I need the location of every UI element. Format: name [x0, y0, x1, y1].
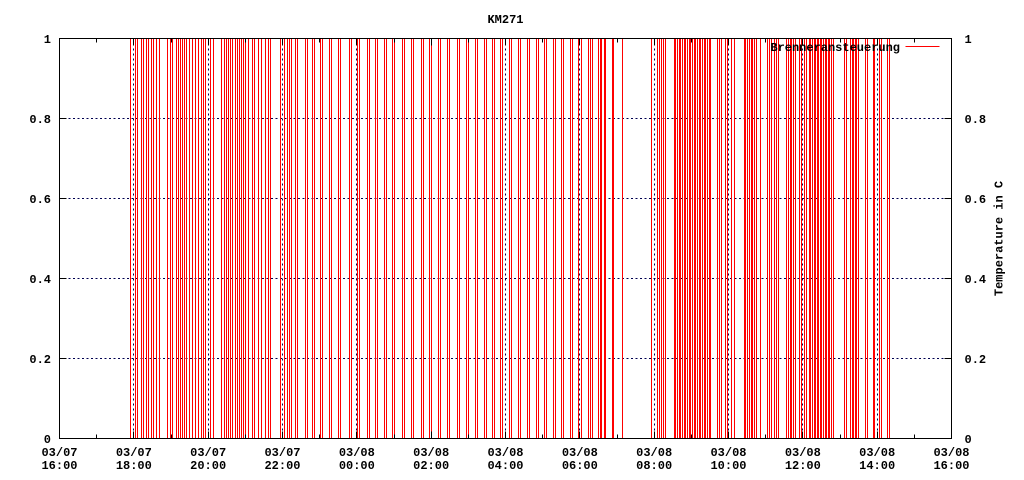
svg-text:10:00: 10:00	[710, 459, 746, 473]
svg-text:06:00: 06:00	[562, 459, 598, 473]
svg-text:03/07: 03/07	[41, 446, 77, 460]
svg-text:0.6: 0.6	[965, 193, 987, 207]
svg-text:03/08: 03/08	[413, 446, 449, 460]
svg-text:03/08: 03/08	[636, 446, 672, 460]
svg-text:03/08: 03/08	[487, 446, 523, 460]
svg-text:0.2: 0.2	[29, 353, 51, 367]
svg-text:Brenneransteuerung: Brenneransteuerung	[770, 41, 900, 55]
svg-text:00:00: 00:00	[339, 459, 375, 473]
svg-text:0.4: 0.4	[965, 273, 987, 287]
svg-text:22:00: 22:00	[264, 459, 300, 473]
svg-text:03/08: 03/08	[785, 446, 821, 460]
svg-text:0: 0	[44, 433, 51, 447]
svg-text:03/07: 03/07	[116, 446, 152, 460]
svg-text:0.8: 0.8	[965, 113, 987, 127]
svg-text:08:00: 08:00	[636, 459, 672, 473]
svg-text:1: 1	[965, 33, 972, 47]
svg-text:0.8: 0.8	[29, 113, 51, 127]
svg-text:KM271: KM271	[487, 13, 523, 27]
svg-text:12:00: 12:00	[785, 459, 821, 473]
svg-text:03/07: 03/07	[190, 446, 226, 460]
svg-text:0: 0	[965, 433, 972, 447]
svg-text:03/08: 03/08	[933, 446, 969, 460]
svg-text:03/07: 03/07	[264, 446, 300, 460]
svg-text:20:00: 20:00	[190, 459, 226, 473]
svg-text:03/08: 03/08	[562, 446, 598, 460]
svg-text:16:00: 16:00	[933, 459, 969, 473]
svg-text:18:00: 18:00	[116, 459, 152, 473]
svg-text:Temperature in C: Temperature in C	[993, 181, 1007, 296]
svg-text:02:00: 02:00	[413, 459, 449, 473]
svg-text:03/08: 03/08	[859, 446, 895, 460]
svg-text:16:00: 16:00	[41, 459, 77, 473]
svg-text:1: 1	[44, 33, 51, 47]
svg-text:0.4: 0.4	[29, 273, 51, 287]
svg-text:04:00: 04:00	[487, 459, 523, 473]
svg-text:0.2: 0.2	[965, 353, 987, 367]
svg-text:03/08: 03/08	[710, 446, 746, 460]
svg-text:03/08: 03/08	[339, 446, 375, 460]
svg-text:0.6: 0.6	[29, 193, 51, 207]
svg-text:14:00: 14:00	[859, 459, 895, 473]
